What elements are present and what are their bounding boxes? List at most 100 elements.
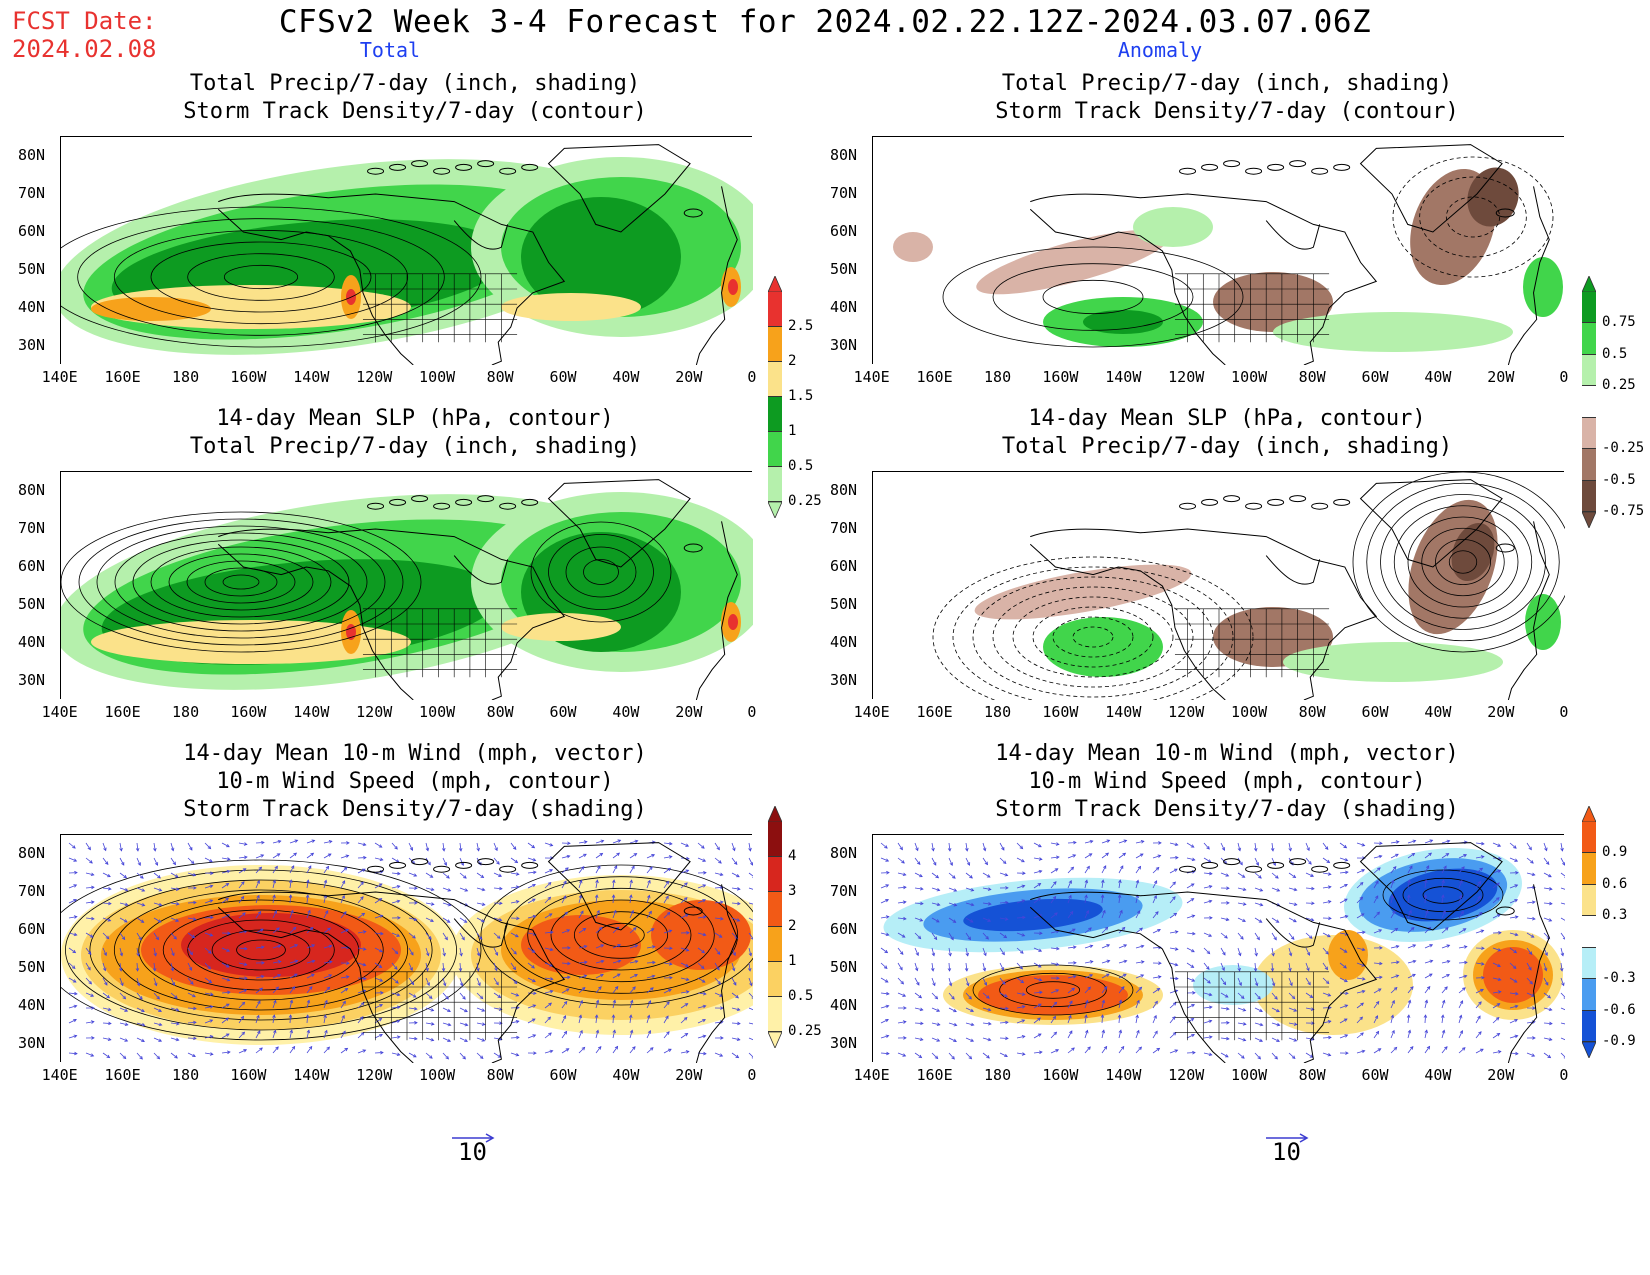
longitude-tick-label: 100W <box>1231 368 1268 386</box>
reference-vector-label-left: 10 <box>458 1138 487 1166</box>
panel-title-precip-anom-2: Storm Track Density/7-day (contour) <box>995 99 1459 124</box>
forecast-date-label: FCST Date: <box>12 7 157 35</box>
longitude-tick-label: 160E <box>916 703 953 721</box>
colorbar-label: 0.25 <box>788 1023 822 1039</box>
colorbar-label: 0.5 <box>788 988 814 1004</box>
longitude-tick-label: 120W <box>356 703 393 721</box>
map-precip-total <box>60 136 753 365</box>
colorbar-arrow-top <box>768 276 782 292</box>
colorbar-segment <box>1582 822 1596 854</box>
latitude-tick-label: 50N <box>18 958 46 976</box>
longitude-tick-label: 0 <box>1559 368 1569 386</box>
colorbar-segment <box>1582 449 1596 481</box>
longitude-tick-label: 120W <box>1168 703 1205 721</box>
latitude-tick-label: 50N <box>830 260 858 278</box>
colorbar-segment <box>1582 292 1596 324</box>
latitude-tick-label: 60N <box>830 920 858 938</box>
longitude-tick-label: 160E <box>916 1066 953 1084</box>
longitude-tick-label: 0 <box>747 1066 757 1084</box>
panel-title-slp-total-1: 14-day Mean SLP (hPa, contour) <box>216 406 614 431</box>
longitude-tick-label: 0 <box>747 368 757 386</box>
longitude-tick-label: 140E <box>41 368 78 386</box>
colorbar-label: 2.5 <box>788 318 814 334</box>
longitude-tick-label: 180 <box>172 1066 200 1084</box>
colorbar-label: 3 <box>788 883 797 899</box>
longitude-tick-label: 140E <box>853 1066 890 1084</box>
latitude-tick-label: 60N <box>830 557 858 575</box>
panel-title-wind-total-3: Storm Track Density/7-day (shading) <box>183 797 647 822</box>
longitude-tick-label: 20W <box>675 703 703 721</box>
colorbar-arrow-bottom <box>1582 1042 1596 1058</box>
panel-title-wind-anom-3: Storm Track Density/7-day (shading) <box>995 797 1459 822</box>
colorbar-segment <box>768 857 782 892</box>
longitude-tick-label: 180 <box>984 703 1012 721</box>
panel-title-wind-anom-1: 14-day Mean 10-m Wind (mph, vector) <box>995 741 1459 766</box>
colorbar-label: -0.9 <box>1602 1033 1636 1049</box>
colorbar-label: 1 <box>788 423 797 439</box>
longitude-tick-label: 60W <box>1361 703 1389 721</box>
colorbar-label: 0.25 <box>788 493 822 509</box>
latitude-tick-label: 80N <box>830 844 858 862</box>
colorbar-segment <box>768 397 782 432</box>
longitude-tick-label: 40W <box>612 1066 640 1084</box>
longitude-tick-label: 100W <box>419 1066 456 1084</box>
latitude-tick-label: 70N <box>830 882 858 900</box>
longitude-tick-label: 140E <box>853 703 890 721</box>
colorbar-segment <box>1582 323 1596 355</box>
colorbar-label: 0.9 <box>1602 844 1628 861</box>
colorbar-label: 2 <box>788 353 797 369</box>
colorbar-arrow-bottom <box>768 1032 782 1048</box>
colorbar-label: 4 <box>788 848 797 864</box>
colorbar-segment <box>1582 853 1596 885</box>
map-wind-anomaly <box>872 834 1565 1063</box>
colorbar-segment <box>768 292 782 327</box>
longitude-tick-label: 160E <box>104 703 141 721</box>
colorbar-segment <box>1582 916 1596 948</box>
longitude-tick-label: 100W <box>1231 703 1268 721</box>
longitude-tick-label: 140W <box>1105 1066 1142 1084</box>
latitude-tick-label: 80N <box>18 844 46 862</box>
latitude-tick-label: 40N <box>830 633 858 651</box>
colorbar-segment <box>768 432 782 467</box>
latitude-tick-label: 40N <box>830 996 858 1014</box>
longitude-tick-label: 180 <box>984 368 1012 386</box>
longitude-tick-label: 100W <box>1231 1066 1268 1084</box>
main-title: CFSv2 Week 3-4 Forecast for 2024.02.22.1… <box>278 4 1372 40</box>
panel-title-slp-anom-1: 14-day Mean SLP (hPa, contour) <box>1028 406 1426 431</box>
panel-title-wind-total-2: 10-m Wind Speed (mph, contour) <box>216 769 614 794</box>
colorbar-label: -0.6 <box>1602 1001 1636 1018</box>
map-precip-anomaly <box>872 136 1565 365</box>
colorbar-segment <box>768 822 782 857</box>
colorbar-segment <box>768 962 782 997</box>
latitude-tick-label: 40N <box>830 298 858 316</box>
panel-title-precip-total-1: Total Precip/7-day (inch, shading) <box>189 71 641 96</box>
colorbar-storm-density: 4 3 2 1 0.5 0.25 <box>768 806 822 1048</box>
latitude-tick-label: 60N <box>18 557 46 575</box>
colorbar-segment <box>1582 1010 1596 1042</box>
latitude-tick-label: 30N <box>830 671 858 689</box>
longitude-tick-label: 100W <box>419 703 456 721</box>
colorbar-label: -0.25 <box>1602 440 1645 457</box>
longitude-tick-label: 60W <box>1361 1066 1389 1084</box>
latitude-tick-label: 30N <box>18 671 46 689</box>
longitude-tick-label: 40W <box>612 368 640 386</box>
longitude-tick-label: 160W <box>230 703 267 721</box>
colorbar-arrow-top <box>768 806 782 822</box>
latitude-tick-label: 60N <box>18 222 46 240</box>
longitude-tick-label: 80W <box>1298 703 1326 721</box>
longitude-tick-label: 40W <box>612 703 640 721</box>
panel-title-wind-anom-2: 10-m Wind Speed (mph, contour) <box>1028 769 1426 794</box>
longitude-tick-label: 40W <box>1424 368 1452 386</box>
longitude-tick-label: 20W <box>1487 368 1515 386</box>
latitude-tick-label: 40N <box>18 298 46 316</box>
colorbar-precip-anomaly: 0.75 0.5 0.25 -0.25 -0.5 -0.75 <box>1582 276 1644 528</box>
colorbar-label: 0.6 <box>1602 875 1628 892</box>
colorbar-label: 0.3 <box>1602 907 1628 924</box>
latitude-tick-label: 30N <box>830 336 858 354</box>
colorbar-arrow-bottom <box>768 502 782 518</box>
colorbar-arrow-top <box>1582 806 1596 822</box>
longitude-tick-label: 80W <box>1298 1066 1326 1084</box>
latitude-tick-label: 50N <box>18 260 46 278</box>
longitude-tick-label: 120W <box>1168 368 1205 386</box>
latitude-tick-label: 40N <box>18 996 46 1014</box>
